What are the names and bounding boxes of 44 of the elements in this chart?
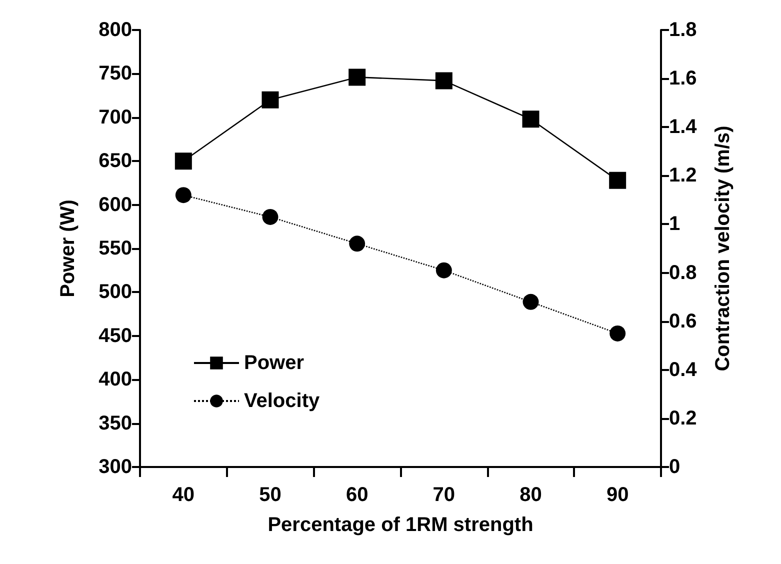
y2-tick-label: 1.8	[669, 19, 697, 41]
y2-tick-label: 0.2	[669, 407, 697, 430]
point	[610, 325, 626, 342]
y-tick-label: 500	[98, 281, 132, 304]
point	[436, 262, 452, 278]
y2-tick-label: 0	[669, 456, 680, 478]
x-tick-label: 60	[346, 484, 368, 506]
y-tick-label: 650	[98, 150, 132, 172]
y2-tick-label: 0.8	[669, 262, 697, 284]
y2-tick-label: 0.6	[669, 310, 697, 332]
legend-label: Velocity	[244, 390, 320, 412]
x-axis-title: Percentage of 1RM strength	[268, 514, 534, 536]
y-tick-label: 700	[98, 106, 132, 128]
x-tick-label: 40	[172, 484, 195, 506]
y-tick-label: 800	[98, 19, 132, 41]
y2-tick-label: 1.4	[669, 116, 698, 138]
point	[175, 187, 192, 204]
x-tick-label: 80	[520, 484, 542, 506]
y-tick-label: 450	[98, 324, 132, 347]
y2-tick-label: 0.4	[669, 358, 698, 381]
point	[522, 110, 540, 128]
y-tick-label: 600	[98, 194, 132, 216]
y-tick-label: 400	[98, 368, 132, 391]
y2-tick-label: 1.2	[669, 164, 697, 187]
y-tick-label: 550	[98, 238, 132, 260]
y-tick-label: 300	[98, 456, 132, 478]
y-axis-title: Power (W)	[57, 200, 79, 298]
y2-axis-title: Contraction velocity (m/s)	[712, 126, 734, 372]
point	[522, 294, 539, 310]
point	[262, 208, 278, 225]
y2-tick-label: 1	[669, 213, 680, 236]
y-tick-label: 350	[98, 412, 132, 434]
point	[349, 236, 366, 252]
x-tick-label: 90	[606, 484, 629, 506]
point	[262, 91, 279, 108]
point	[435, 72, 452, 90]
y-tick-label: 750	[98, 62, 132, 85]
legend-label: Power	[244, 352, 304, 374]
point	[348, 68, 366, 86]
x-tick-label: 70	[432, 484, 456, 506]
x-tick-label: 50	[259, 484, 282, 506]
point	[174, 152, 192, 170]
point	[609, 172, 626, 189]
y2-tick-label: 1.6	[669, 68, 697, 90]
